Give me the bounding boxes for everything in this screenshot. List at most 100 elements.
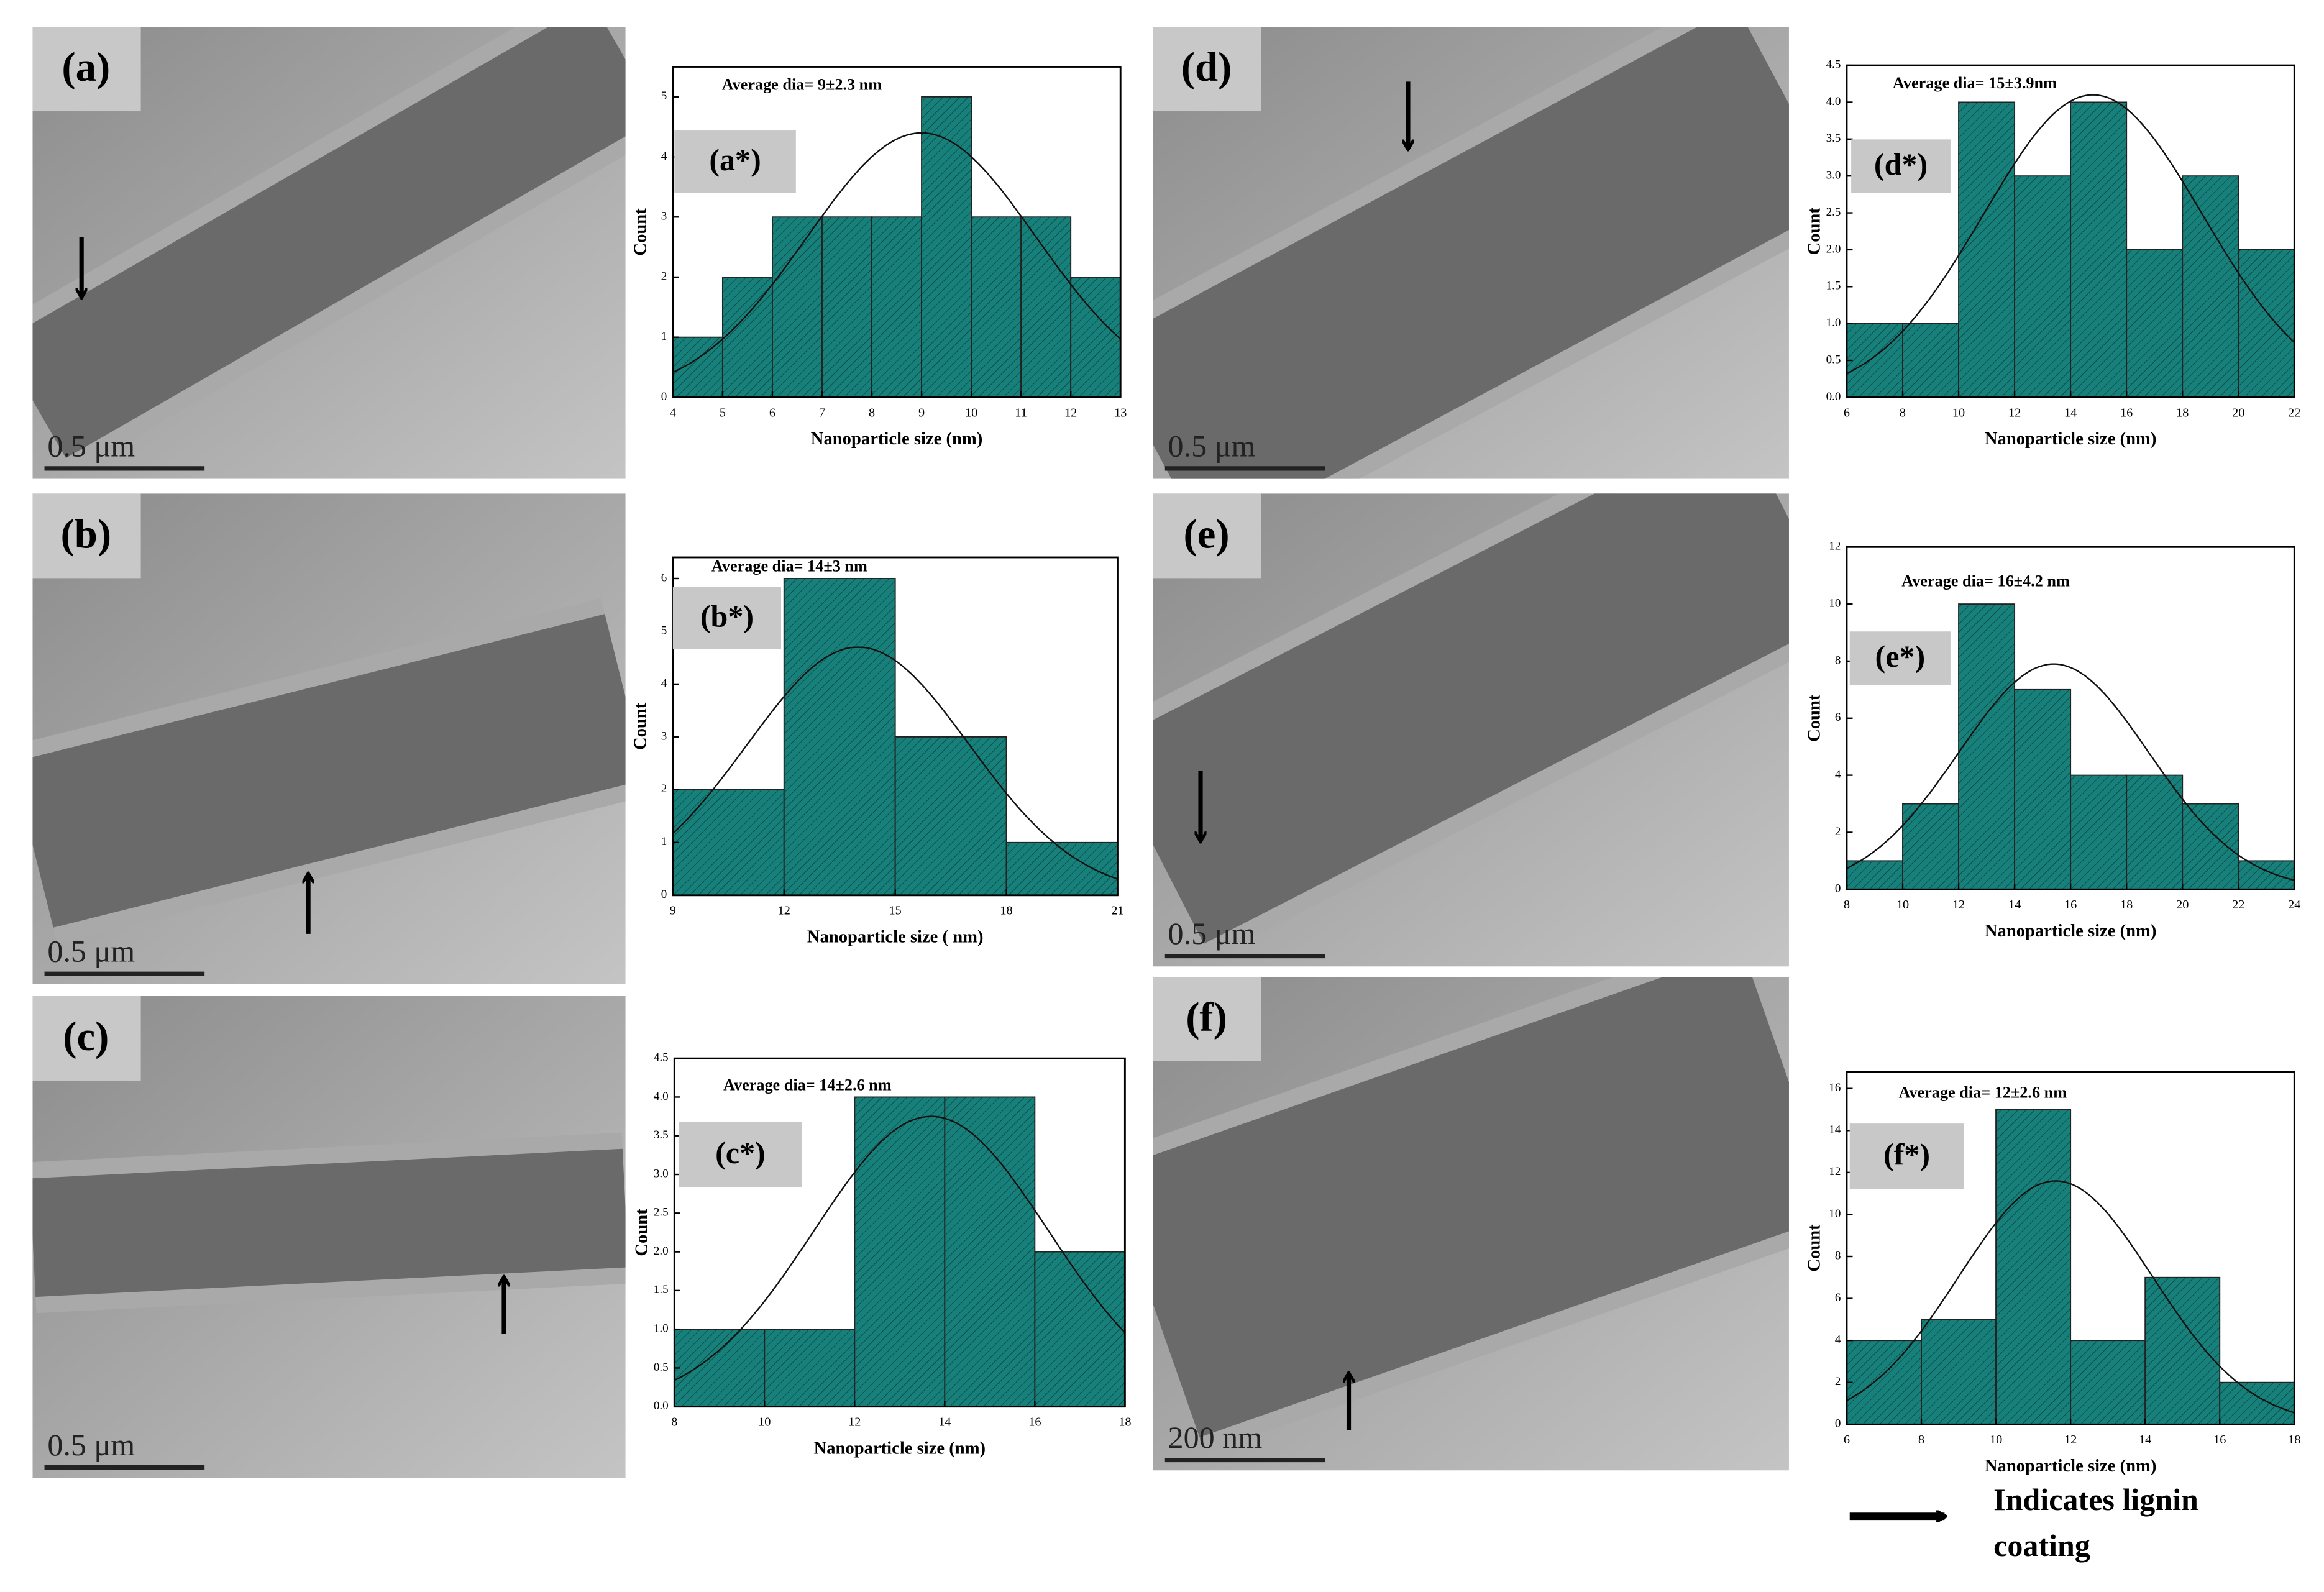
y-tick-label: 3.5 — [1826, 132, 1841, 145]
tem-image: (b) 0.5 μm — [32, 493, 626, 984]
scale-bar-label: 0.5 μm — [47, 934, 135, 969]
histogram: 6 8 10 12 14 16 18 0 2 4 6 8 10 12 14 16 Nanoparticle si… — [1804, 1071, 2300, 1476]
legend-text: Indicates lignin — [1993, 1482, 2198, 1517]
y-tick-label: 1 — [661, 330, 667, 343]
panel-label: (b) — [61, 511, 112, 557]
bar — [2144, 1276, 2221, 1425]
scale-bar-label: 0.5 μm — [47, 428, 135, 463]
tem-image: (c) 0.5 μm — [32, 996, 626, 1478]
y-tick-label: 6 — [1835, 711, 1841, 724]
chart-title: Average dia= 15±3.9nm — [1893, 74, 2057, 92]
y-tick-label: 10 — [1829, 1207, 1841, 1220]
x-tick-label: 21 — [1111, 904, 1123, 918]
x-tick-label: 24 — [2288, 898, 2300, 912]
x-tick-label: 14 — [2064, 406, 2077, 419]
scale-bar-label: 200 nm — [1168, 1420, 1263, 1455]
bar — [2070, 774, 2128, 890]
fiber — [32, 27, 626, 459]
bar — [2070, 1340, 2146, 1425]
y-tick-label: 0.0 — [1826, 390, 1841, 403]
y-tick-label: 3 — [661, 210, 667, 223]
panel-label-box — [32, 493, 141, 579]
y-tick-label: 2.0 — [654, 1245, 669, 1258]
y-tick-label: 4 — [661, 677, 667, 690]
bar — [1005, 841, 1119, 896]
x-tick-label: 13 — [1114, 406, 1127, 419]
x-tick-label: 12 — [2008, 406, 2021, 419]
x-tick-label: 9 — [670, 904, 676, 918]
x-tick-label: 6 — [1844, 406, 1850, 419]
x-tick-label: 8 — [1900, 406, 1906, 419]
y-tick-label: 3 — [661, 730, 667, 743]
x-tick-label: 9 — [918, 406, 925, 419]
x-tick-label: 16 — [2120, 406, 2133, 419]
chart-title: Average dia= 16±4.2 nm — [1901, 572, 2070, 590]
bar — [672, 336, 723, 398]
x-tick-label: 12 — [1952, 898, 1965, 912]
y-axis-label: Count — [630, 702, 650, 750]
bar — [894, 736, 1007, 896]
fit-curve — [1846, 94, 2295, 375]
y-tick-label: 0.0 — [654, 1399, 669, 1412]
x-tick-label: 18 — [2176, 406, 2189, 419]
y-tick-label: 2.0 — [1826, 242, 1841, 255]
y-tick-label: 2.5 — [1826, 206, 1841, 219]
bar — [1070, 277, 1122, 398]
x-tick-label: 14 — [2008, 898, 2021, 912]
fiber — [1153, 976, 1789, 1438]
panel-label-box — [1153, 493, 1261, 579]
bar — [2219, 1381, 2295, 1425]
x-tick-label: 10 — [1990, 1433, 2002, 1447]
fit-curve — [1846, 663, 2295, 881]
y-tick-label: 16 — [1829, 1081, 1841, 1094]
fit-curve — [672, 132, 1122, 373]
bar — [944, 1096, 1036, 1407]
bar — [2014, 175, 2072, 398]
y-tick-label: 5 — [661, 89, 667, 103]
x-tick-label: 18 — [2120, 898, 2133, 912]
x-tick-label: 10 — [758, 1416, 771, 1429]
panel-label-box — [32, 996, 141, 1081]
y-tick-label: 12 — [1829, 540, 1841, 553]
x-tick-label: 10 — [965, 406, 977, 419]
panel-label: (e*) — [1875, 639, 1926, 674]
y-axis-label: Count — [1804, 208, 1824, 255]
bar — [1034, 1251, 1126, 1407]
x-tick-label: 8 — [1918, 1433, 1924, 1447]
legend-text: coating — [1993, 1528, 2090, 1563]
plot-frame — [673, 1057, 1126, 1408]
y-tick-label: 1.5 — [1826, 280, 1841, 293]
bar — [1995, 1109, 2072, 1425]
y-tick-label: 8 — [1835, 654, 1841, 667]
tem-image: (a) 0.5 μm — [32, 27, 626, 479]
x-tick-label: 16 — [1028, 1416, 1041, 1429]
x-tick-label: 18 — [1119, 1416, 1131, 1429]
panel-label: (d*) — [1874, 147, 1928, 181]
panel-label-box — [1849, 1123, 1964, 1189]
bar — [672, 789, 785, 896]
bar — [764, 1329, 856, 1407]
x-tick-label: 7 — [819, 406, 825, 419]
fit-curve — [1846, 1180, 2295, 1414]
bar — [1902, 323, 1960, 398]
x-tick-label: 11 — [1015, 406, 1027, 419]
bar — [2238, 860, 2295, 890]
x-tick-label: 15 — [889, 904, 902, 918]
panel-label: (a*) — [709, 142, 761, 177]
bar — [871, 216, 923, 398]
y-tick-label: 4.5 — [1826, 58, 1841, 71]
y-tick-label: 3.5 — [654, 1128, 669, 1141]
y-tick-label: 2 — [661, 782, 667, 795]
bar — [2182, 175, 2239, 398]
x-tick-label: 16 — [2213, 1433, 2226, 1447]
fit-curve — [674, 1115, 1126, 1381]
x-tick-label: 22 — [2288, 406, 2300, 419]
bar — [971, 216, 1022, 398]
fiber — [32, 1148, 626, 1297]
fiber — [1153, 493, 1789, 944]
bar — [2126, 774, 2184, 890]
tem-image: (f) 200 nm — [1153, 976, 1789, 1471]
